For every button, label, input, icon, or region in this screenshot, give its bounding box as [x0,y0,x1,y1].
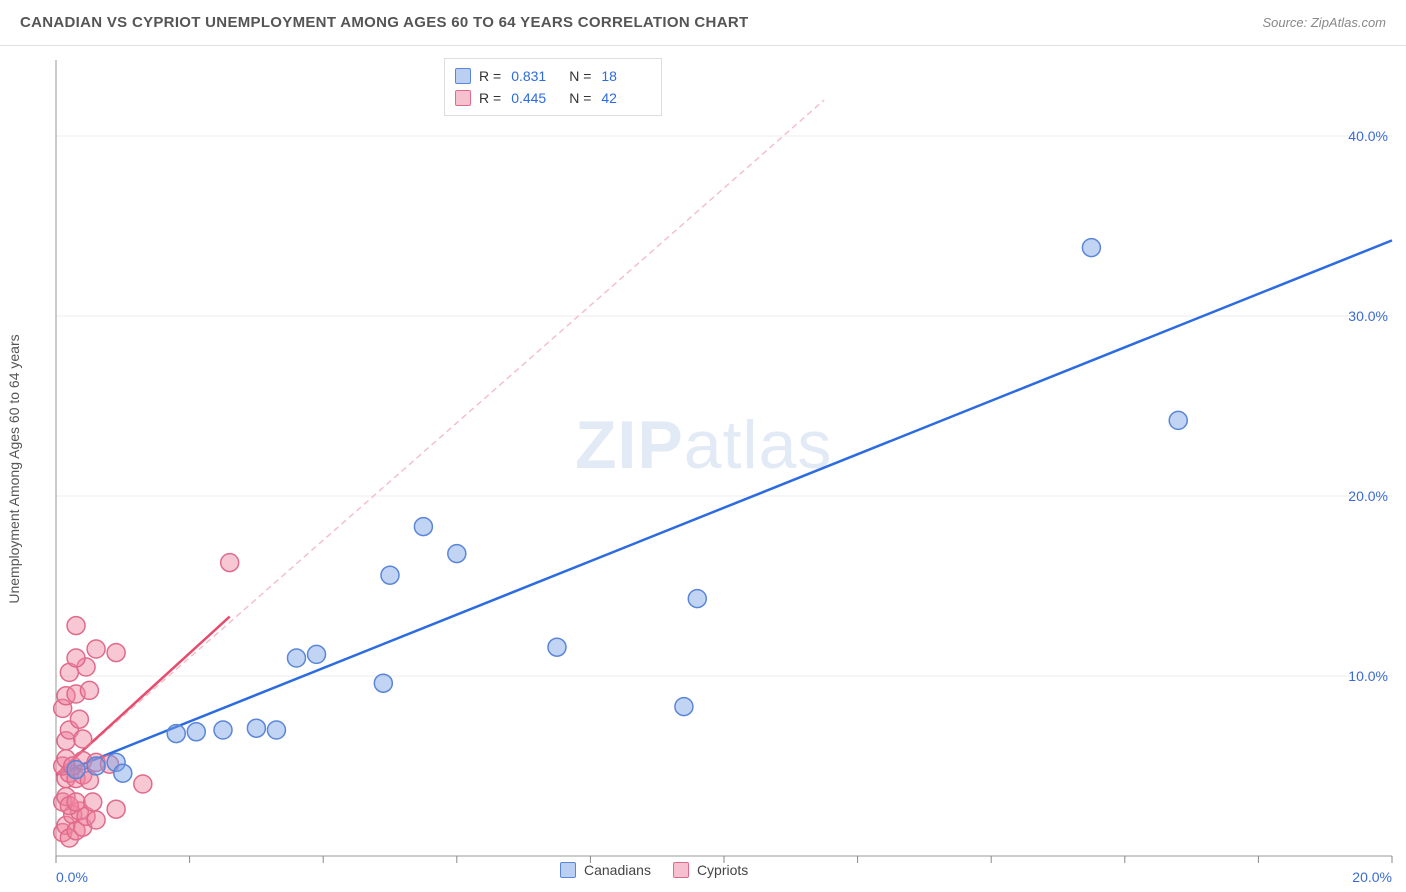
r-value: 0.445 [511,90,561,106]
correlation-row-2: R = 0.445 N = 42 [455,87,651,109]
n-label: N = [569,68,591,84]
series-legend: Canadians Cypriots [560,862,748,878]
legend-item-canadians[interactable]: Canadians [560,862,651,878]
svg-text:40.0%: 40.0% [1348,128,1388,144]
title-bar: CANADIAN VS CYPRIOT UNEMPLOYMENT AMONG A… [0,0,1406,46]
r-label: R = [479,90,501,106]
svg-text:20.0%: 20.0% [1352,869,1392,885]
correlation-row-1: R = 0.831 N = 18 [455,65,651,87]
svg-text:30.0%: 30.0% [1348,308,1388,324]
chart-title: CANADIAN VS CYPRIOT UNEMPLOYMENT AMONG A… [20,14,748,31]
chart-area: Unemployment Among Ages 60 to 64 years 0… [0,46,1406,892]
legend-label: Canadians [584,862,651,878]
square-icon [560,862,576,878]
square-icon [455,68,471,84]
square-icon [455,90,471,106]
source-label: Source: ZipAtlas.com [1262,15,1386,30]
svg-text:10.0%: 10.0% [1348,668,1388,684]
n-value: 42 [601,90,651,106]
n-label: N = [569,90,591,106]
svg-text:0.0%: 0.0% [56,869,88,885]
legend-item-cypriots[interactable]: Cypriots [673,862,748,878]
correlation-legend: R = 0.831 N = 18 R = 0.445 N = 42 [444,58,662,116]
square-icon [673,862,689,878]
r-label: R = [479,68,501,84]
r-value: 0.831 [511,68,561,84]
legend-label: Cypriots [697,862,748,878]
svg-text:20.0%: 20.0% [1348,488,1388,504]
scatter-plot: 0.0% 20.0% 10.0% 20.0% 30.0% 40.0% [0,46,1406,892]
n-value: 18 [601,68,651,84]
